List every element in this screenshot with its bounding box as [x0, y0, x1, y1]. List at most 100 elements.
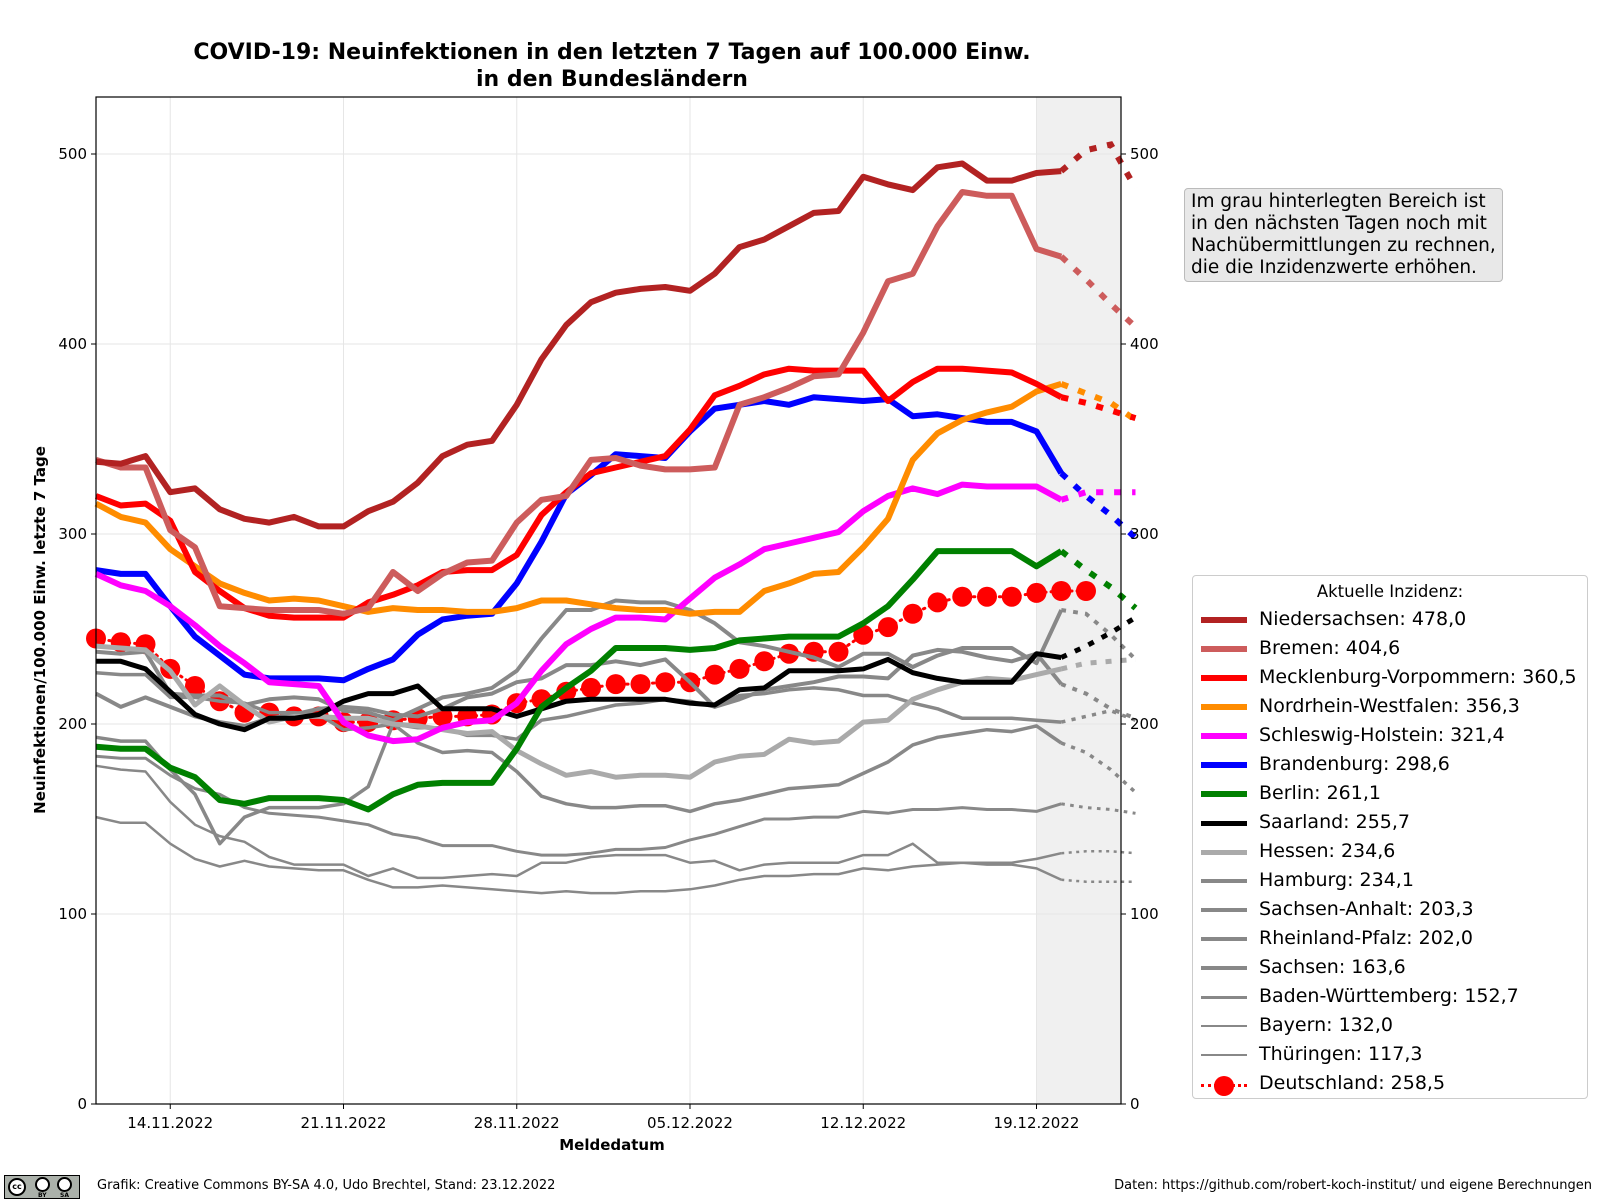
legend-label: Nordrhein-Westfalen: 356,3: [1259, 695, 1520, 717]
series-extrapolation-bayern: [1061, 850, 1136, 855]
data-point-deutschland: [1001, 586, 1022, 607]
cc-by-sa-logo: cc BY SA: [4, 1175, 80, 1199]
y-tick-label-left: 300: [58, 525, 87, 543]
legend-swatch: [1201, 1076, 1247, 1096]
by-label: BY: [38, 1192, 47, 1199]
legend-swatch: [1201, 820, 1247, 826]
series-hamburg: [95, 598, 1137, 723]
legend-item-schleswig-holstein: Schleswig-Holstein: 321,4: [1193, 722, 1587, 750]
annotation-note: Im grau hinterlegten Bereich ist in den …: [1184, 188, 1503, 282]
y-tick-label-left: 500: [58, 145, 87, 163]
legend-item-deutschland: Deutschland: 258,5: [1193, 1070, 1587, 1098]
legend-label: Deutschland: 258,5: [1259, 1072, 1446, 1094]
legend-item-sachsen: Sachsen: 163,6: [1193, 954, 1587, 982]
legend-swatch: [1201, 791, 1247, 797]
data-point-deutschland: [729, 658, 750, 679]
data-point-deutschland: [977, 586, 997, 607]
series-line-mecklenburg-vorpommern: [94, 365, 1063, 621]
legend-item-bayern: Bayern: 132,0: [1193, 1012, 1587, 1040]
series-line-hessen: [95, 643, 1062, 780]
series-niedersachsen: [95, 141, 1139, 530]
legend-label: Niedersachsen: 478,0: [1259, 608, 1467, 630]
legend-swatch: [1201, 762, 1247, 768]
legend-item-baden-württemberg: Baden-Württemberg: 152,7: [1193, 983, 1587, 1011]
series-extrapolation-berlin: [1059, 548, 1138, 611]
footer-credit: Grafik: Creative Commons BY-SA 4.0, Udo …: [97, 1178, 556, 1193]
legend-label: Thüringen: 117,3: [1259, 1043, 1423, 1065]
legend-label: Saarland: 255,7: [1259, 811, 1411, 833]
chart-title: COVID-19: Neuinfektionen in den letzten …: [193, 40, 1030, 65]
legend: Aktuelle Inzidenz: Niedersachsen: 478,0 B…: [1192, 575, 1588, 1099]
sa-label: SA: [60, 1192, 69, 1199]
series-line-bremen: [95, 189, 1063, 617]
legend-item-mecklenburg-vorpommern: Mecklenburg-Vorpommern: 360,5: [1193, 664, 1587, 692]
legend-item-hessen: Hessen: 234,6: [1193, 838, 1587, 866]
series-line-thüringen: [95, 815, 1062, 895]
series-berlin: [95, 548, 1138, 813]
legend-swatch: [1201, 675, 1247, 681]
series-brandenburg: [95, 394, 1138, 684]
data-point-deutschland: [902, 603, 923, 624]
series-line-baden-württemberg: [95, 754, 1062, 857]
series-nordrhein-westfalen: [94, 381, 1138, 617]
data-point-deutschland: [927, 592, 948, 613]
legend-label: Hessen: 234,6: [1259, 840, 1396, 862]
series-extrapolation-thüringen: [1061, 878, 1136, 883]
y-tick-label-left: 0: [77, 1095, 87, 1113]
legend-swatch: [1201, 1053, 1247, 1057]
x-tick-label: 28.11.2022: [474, 1114, 560, 1132]
plot-area: [1036, 97, 1121, 1104]
data-point-deutschland: [581, 677, 601, 698]
x-tick-label: 05.12.2022: [647, 1114, 733, 1132]
legend-item-saarland: Saarland: 255,7: [1193, 809, 1587, 837]
series-extrapolation-schleswig-holstein: [1060, 489, 1136, 503]
series-line-bayern: [95, 764, 1062, 880]
data-point-deutschland: [878, 617, 898, 638]
y-tick-label-left: 100: [58, 905, 87, 923]
series-layer: [86, 141, 1139, 895]
y-tick-label-right: 300: [1130, 525, 1159, 543]
data-point-deutschland: [952, 586, 973, 607]
legend-item-bremen: Bremen: 404,6: [1193, 635, 1587, 663]
series-extrapolation-hamburg: [1060, 608, 1137, 661]
data-point-deutschland: [1051, 581, 1072, 601]
series-rheinland-pfalz: [95, 670, 1137, 741]
series-extrapolation-mecklenburg-vorpommern: [1060, 394, 1137, 421]
legend-title: Aktuelle Inzidenz:: [1316, 582, 1464, 601]
legend-item-brandenburg: Brandenburg: 298,6: [1193, 751, 1587, 779]
legend-swatch: [1201, 1024, 1247, 1028]
legend-label: Sachsen: 163,6: [1259, 956, 1406, 978]
y-tick-label-right: 200: [1130, 715, 1159, 733]
series-extrapolation-sachsen: [1060, 741, 1137, 794]
legend-item-berlin: Berlin: 261,1: [1193, 780, 1587, 808]
x-tick-label: 14.11.2022: [127, 1114, 213, 1132]
legend-swatch: [1201, 617, 1247, 623]
y-tick-label-left: 200: [58, 715, 87, 733]
sa-icon: [57, 1177, 72, 1192]
data-point-deutschland: [605, 674, 626, 695]
plot-frame: [95, 96, 1122, 1105]
x-tick-label: 12.12.2022: [820, 1114, 906, 1132]
data-point-deutschland: [754, 651, 775, 672]
series-line-berlin: [95, 548, 1063, 813]
legend-swatch: [1201, 937, 1247, 941]
legend-label: Bremen: 404,6: [1259, 637, 1401, 659]
legend-swatch: [1201, 908, 1247, 912]
cc-icon: cc: [8, 1178, 26, 1196]
series-baden-württemberg: [95, 754, 1136, 857]
legend-item-hamburg: Hamburg: 234,1: [1193, 867, 1587, 895]
series-line-saarland: [96, 651, 1062, 733]
chart-subtitle: in den Bundesländern: [476, 67, 748, 92]
data-point-deutschland: [630, 674, 651, 695]
legend-label: Hamburg: 234,1: [1259, 869, 1414, 891]
y-tick-label-left: 400: [58, 335, 87, 353]
series-bayern: [95, 764, 1136, 880]
grid: [96, 97, 1121, 1105]
data-point-deutschland: [1026, 582, 1047, 603]
series-extrapolation-baden-württemberg: [1061, 802, 1136, 815]
series-bremen: [95, 189, 1138, 617]
footer-source: Daten: https://github.com/robert-koch-in…: [1114, 1178, 1592, 1193]
data-point-deutschland: [853, 624, 874, 645]
legend-item-nordrhein-westfalen: Nordrhein-Westfalen: 356,3: [1193, 693, 1587, 721]
legend-label: Rheinland-Pfalz: 202,0: [1259, 927, 1474, 949]
